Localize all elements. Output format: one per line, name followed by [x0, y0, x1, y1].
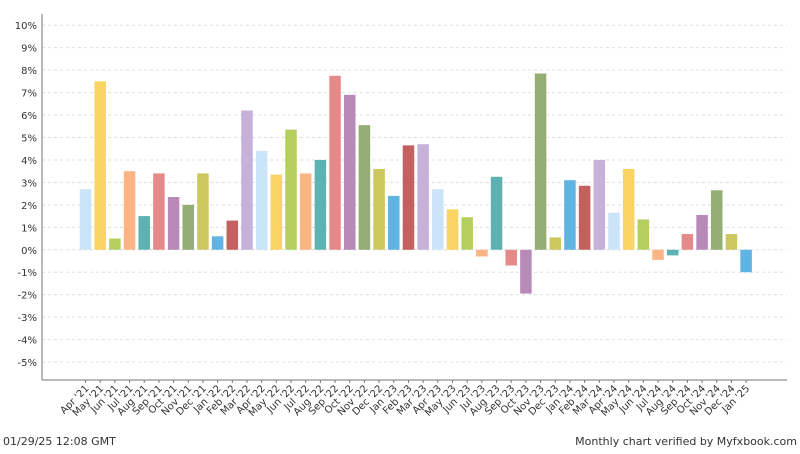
bar	[417, 144, 429, 250]
bar	[197, 173, 209, 250]
bar	[476, 249, 488, 257]
bar	[666, 249, 679, 256]
bar	[329, 75, 341, 250]
bar	[461, 217, 473, 250]
y-tick-label: 3%	[21, 178, 37, 189]
bar	[549, 237, 562, 250]
bar	[534, 73, 547, 250]
y-tick-label: -4%	[18, 336, 37, 347]
bar	[593, 159, 606, 250]
verification-note: Monthly chart verified by Myfxbook.com	[575, 435, 797, 448]
y-tick-label: -2%	[18, 291, 37, 302]
bar	[299, 173, 312, 250]
bar	[710, 190, 723, 250]
bar	[578, 185, 591, 250]
y-tick-label: 10%	[15, 21, 37, 32]
bar	[153, 173, 165, 250]
bar	[211, 236, 224, 250]
bar	[446, 209, 459, 250]
bar	[402, 145, 415, 250]
y-tick-label: 9%	[21, 44, 37, 55]
y-tick-label: -3%	[18, 313, 37, 324]
bar	[241, 110, 253, 250]
bar	[622, 168, 635, 250]
y-tick-label: 1%	[21, 223, 37, 234]
bar	[388, 195, 400, 250]
bar	[373, 168, 385, 250]
y-tick-label: 8%	[21, 66, 37, 77]
bar	[725, 234, 738, 250]
y-tick-label: 4%	[21, 156, 37, 167]
bar	[79, 189, 92, 250]
bar	[520, 249, 532, 294]
bar	[285, 129, 297, 250]
y-tick-label: -1%	[18, 268, 37, 279]
bar	[343, 94, 356, 250]
bar	[167, 197, 180, 250]
bar	[109, 238, 121, 250]
y-tick-label: 5%	[21, 133, 37, 144]
bar	[270, 174, 283, 250]
bar	[358, 125, 371, 250]
bar	[608, 212, 620, 250]
bar	[564, 180, 576, 250]
y-tick-label: 2%	[21, 201, 37, 212]
chart-timestamp: 01/29/25 12:08 GMT	[3, 435, 116, 448]
bar	[740, 249, 752, 273]
bar	[255, 150, 268, 250]
bar	[138, 216, 150, 250]
y-tick-label: -5%	[18, 358, 37, 369]
bar	[505, 249, 517, 266]
bar	[652, 249, 664, 260]
bar	[226, 220, 239, 250]
bar	[314, 159, 327, 250]
y-tick-label: 7%	[21, 89, 37, 100]
y-tick-label: 6%	[21, 111, 37, 122]
bar	[94, 81, 106, 250]
bar	[681, 234, 694, 250]
bar	[490, 176, 503, 250]
bar	[696, 214, 708, 250]
bar	[432, 189, 444, 250]
y-tick-label: 0%	[21, 246, 37, 257]
bar	[123, 171, 136, 250]
bar	[637, 219, 650, 250]
bar	[182, 204, 195, 250]
